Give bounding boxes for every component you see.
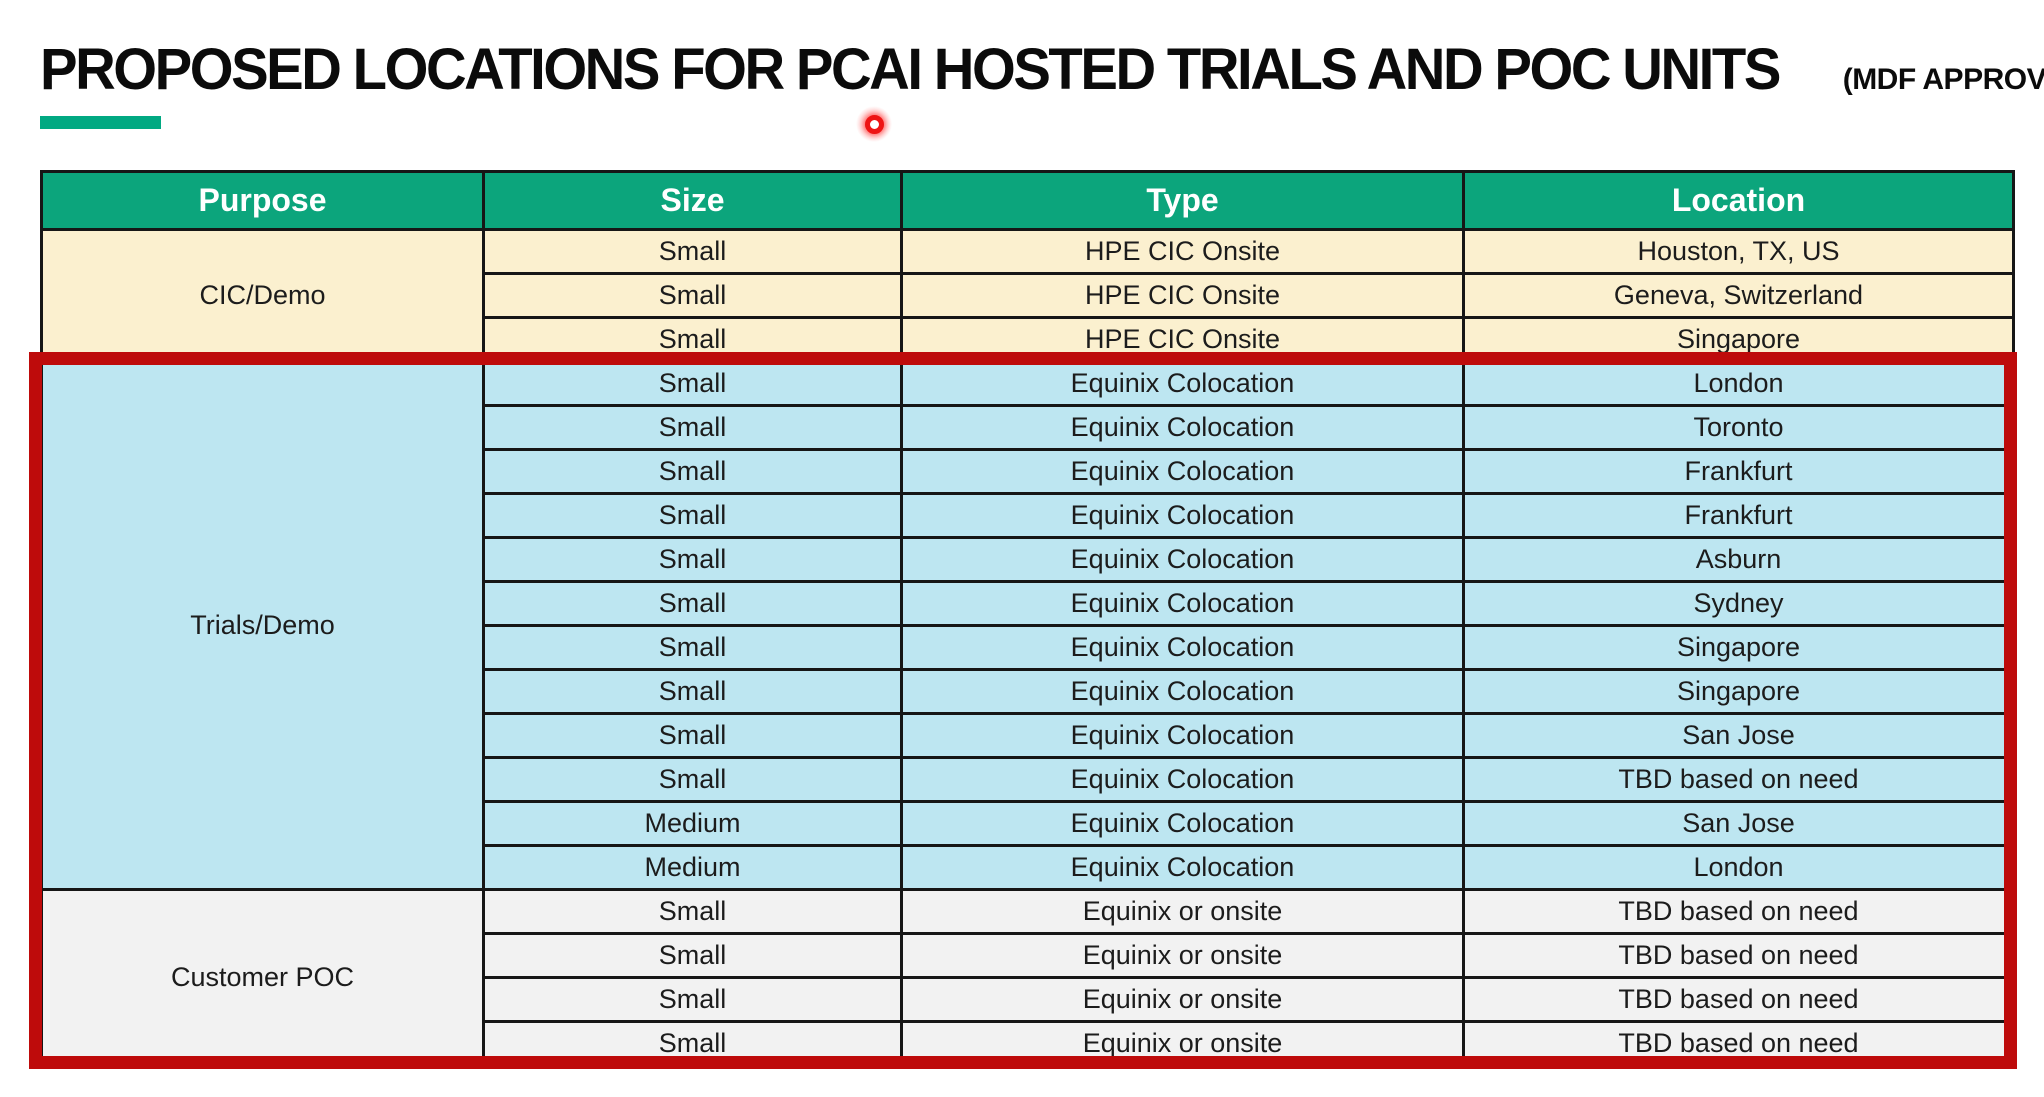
table-row: Customer POC Small Equinix or onsite TBD… <box>40 888 2015 1067</box>
location-cell: Singapore <box>1462 624 2015 671</box>
size-cell: Medium <box>482 844 903 891</box>
location-cell: TBD based on need <box>1462 932 2015 979</box>
table-row: Small Equinix Colocation Frankfurt <box>41 448 2015 495</box>
laser-pointer-dot <box>849 99 899 149</box>
size-cell: Small <box>482 316 903 363</box>
type-cell: Equinix or onsite <box>900 932 1465 979</box>
location-cell: Singapore <box>1462 668 2015 715</box>
location-cell: Geneva, Switzerland <box>1462 272 2015 319</box>
size-cell: Small <box>482 932 903 979</box>
location-cell: Houston, TX, US <box>1462 228 2015 275</box>
type-cell: Equinix Colocation <box>900 360 1465 407</box>
page-title-text: PROPOSED LOCATIONS FOR PCAI HOSTED TRIAL… <box>40 37 1781 102</box>
type-cell: Equinix Colocation <box>900 580 1465 627</box>
location-cell: TBD based on need <box>1462 1020 2015 1067</box>
table-row: Medium Equinix Colocation London <box>41 844 2015 891</box>
location-cell: TBD based on need <box>1462 976 2015 1023</box>
type-cell: HPE CIC Onsite <box>900 316 1465 363</box>
title-accent-underline <box>40 116 161 129</box>
col-header-purpose: Purpose <box>40 170 485 231</box>
type-cell: Equinix or onsite <box>900 976 1465 1023</box>
type-cell: Equinix Colocation <box>900 536 1465 583</box>
purpose-cell-cic-demo: CIC/Demo <box>40 228 485 363</box>
table-header-row: Purpose Size Type Location <box>40 170 2015 231</box>
size-cell: Medium <box>482 800 903 847</box>
size-cell: Small <box>482 580 903 627</box>
table-row: CIC/Demo Small HPE CIC Onsite Houston, T… <box>40 228 2015 363</box>
location-cell: Asburn <box>1462 536 2015 583</box>
location-cell: TBD based on need <box>1462 888 2015 935</box>
size-cell: Small <box>482 712 903 759</box>
type-cell: Equinix or onsite <box>900 888 1465 935</box>
type-cell: HPE CIC Onsite <box>900 228 1465 275</box>
col-header-size: Size <box>482 170 903 231</box>
col-header-location: Location <box>1462 170 2015 231</box>
locations-table: Purpose Size Type Location CIC/Demo Smal… <box>40 170 2015 1067</box>
location-cell: San Jose <box>1462 800 2015 847</box>
type-cell: Equinix Colocation <box>900 844 1465 891</box>
page-title: PROPOSED LOCATIONS FOR PCAI HOSTED TRIAL… <box>40 36 2044 103</box>
type-cell: Equinix or onsite <box>900 1020 1465 1067</box>
size-cell: Small <box>482 448 903 495</box>
type-cell: Equinix Colocation <box>900 492 1465 539</box>
size-cell: Small <box>482 756 903 803</box>
location-cell: Toronto <box>1462 404 2015 451</box>
size-cell: Small <box>482 272 903 319</box>
type-cell: Equinix Colocation <box>900 448 1465 495</box>
size-cell: Small <box>482 668 903 715</box>
location-cell: London <box>1462 844 2015 891</box>
table-row: Small HPE CIC Onsite Geneva, Switzerland <box>41 272 2015 319</box>
type-cell: Equinix Colocation <box>900 404 1465 451</box>
location-cell: London <box>1462 360 2015 407</box>
location-cell: Sydney <box>1462 580 2015 627</box>
location-cell: TBD based on need <box>1462 756 2015 803</box>
size-cell: Small <box>482 492 903 539</box>
purpose-cell-customer-poc: Customer POC <box>40 888 485 1067</box>
type-cell: Equinix Colocation <box>900 624 1465 671</box>
size-cell: Small <box>482 360 903 407</box>
size-cell: Small <box>482 888 903 935</box>
purpose-cell-trials-demo: Trials/Demo <box>40 360 485 891</box>
location-cell: Frankfurt <box>1462 492 2015 539</box>
size-cell: Small <box>482 536 903 583</box>
type-cell: Equinix Colocation <box>900 756 1465 803</box>
col-header-type: Type <box>900 170 1465 231</box>
location-cell: Singapore <box>1462 316 2015 363</box>
type-cell: Equinix Colocation <box>900 712 1465 759</box>
type-cell: Equinix Colocation <box>900 668 1465 715</box>
table-row: Small Equinix Colocation Singapore <box>41 668 2015 715</box>
table-row: Trials/Demo Small Equinix Colocation Lon… <box>40 360 2015 891</box>
type-cell: Equinix Colocation <box>900 800 1465 847</box>
size-cell: Small <box>482 976 903 1023</box>
page-title-suffix: (MDF APPROVED) <box>1842 63 2044 96</box>
laser-pointer-ring-icon <box>864 114 884 134</box>
location-cell: San Jose <box>1462 712 2015 759</box>
location-cell: Frankfurt <box>1462 448 2015 495</box>
size-cell: Small <box>482 404 903 451</box>
size-cell: Small <box>482 624 903 671</box>
size-cell: Small <box>482 1020 903 1067</box>
type-cell: HPE CIC Onsite <box>900 272 1465 319</box>
size-cell: Small <box>482 228 903 275</box>
table-row: Small Equinix or onsite TBD based on nee… <box>41 976 2015 1023</box>
table-row: Small Equinix Colocation Asburn <box>41 536 2015 583</box>
